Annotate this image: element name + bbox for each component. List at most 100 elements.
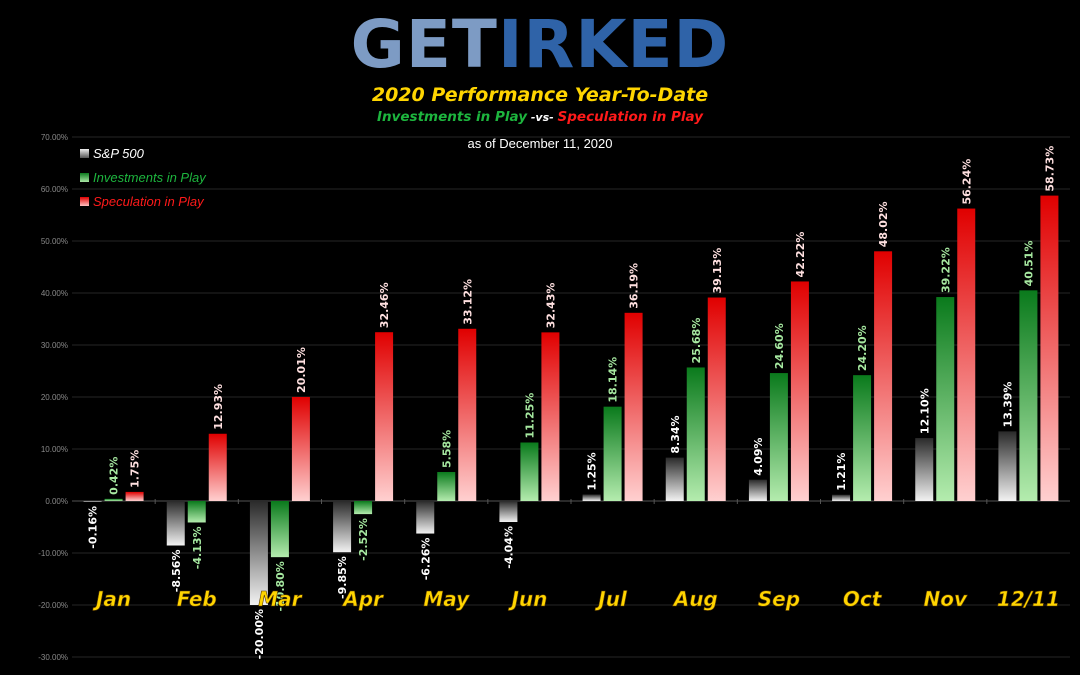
- bar-sp500: [83, 501, 102, 502]
- data-label-sp500: 1.25%: [586, 452, 599, 490]
- bar-speculation: [208, 433, 227, 501]
- data-label-investments: 24.20%: [856, 325, 869, 371]
- y-tick-label: 0.00%: [45, 497, 68, 506]
- x-category-label: May: [423, 587, 470, 611]
- bar-investments: [853, 375, 872, 501]
- data-label-sp500: 8.34%: [669, 415, 682, 453]
- x-axis: Jan Feb Mar Apr May Jun Jul Aug Sep Oct Nov 12/11: [92, 587, 1061, 612]
- x-category-label: Apr: [341, 587, 384, 611]
- bar-sp500: [416, 501, 435, 534]
- data-label-investments: 24.60%: [773, 323, 786, 369]
- logo-part1: GET: [350, 6, 498, 83]
- data-label-sp500: -20.00%: [253, 609, 266, 659]
- data-label-investments: 5.58%: [440, 430, 453, 468]
- y-tick-label: 70.00%: [41, 133, 68, 142]
- data-label-speculation: 1.75%: [129, 450, 142, 488]
- data-label-investments: -10.80%: [274, 561, 287, 611]
- subtitle-investments: Investments in Play: [376, 109, 528, 125]
- legend-label-investments: Investments in Play: [93, 170, 206, 185]
- bar-speculation: [874, 251, 893, 501]
- bar-speculation: [125, 491, 144, 501]
- bar-speculation: [1040, 195, 1059, 501]
- data-label-speculation: 33.12%: [461, 279, 474, 325]
- bar-sp500: [333, 501, 352, 553]
- data-label-speculation: 20.01%: [295, 347, 308, 393]
- y-tick-label: -20.00%: [38, 601, 68, 610]
- y-tick-label: -10.00%: [38, 549, 68, 558]
- bar-sp500: [249, 501, 268, 605]
- data-label-sp500: -9.85%: [336, 556, 349, 599]
- bar-investments: [769, 373, 788, 501]
- bar-sp500: [832, 494, 851, 501]
- bar-sp500: [748, 479, 767, 501]
- data-label-investments: 40.51%: [1022, 241, 1035, 287]
- legend-label-sp500: S&P 500: [93, 146, 144, 161]
- legend-item-investments: Investments in Play: [80, 170, 206, 186]
- x-category-label: Aug: [672, 587, 718, 611]
- data-label-speculation: 42.22%: [794, 232, 807, 278]
- data-label-speculation: 56.24%: [960, 159, 973, 205]
- data-label-sp500: -4.04%: [502, 526, 515, 569]
- bar-investments: [1019, 290, 1038, 501]
- bar-investments: [686, 367, 705, 501]
- data-label-sp500: 13.39%: [1001, 382, 1014, 428]
- x-category-label: Jul: [594, 587, 628, 611]
- data-label-speculation: 39.13%: [711, 248, 724, 294]
- data-label-speculation: 36.19%: [628, 263, 641, 309]
- data-label-sp500: -6.26%: [419, 538, 432, 581]
- subtitle-vs: -vs-: [527, 111, 558, 124]
- y-tick-label: 20.00%: [41, 393, 68, 402]
- x-category-label: Mar: [258, 587, 302, 611]
- x-category-label: Sep: [758, 587, 800, 611]
- data-label-speculation: 32.43%: [544, 283, 557, 329]
- data-label-sp500: -0.16%: [87, 506, 100, 549]
- chart-subtitle: Investments in Play -vs- Speculation in …: [0, 108, 1080, 127]
- legend-swatch-speculation: [80, 197, 89, 206]
- bar-speculation: [375, 332, 394, 501]
- bar-speculation: [624, 312, 643, 501]
- logo-part2: IRKED: [497, 6, 730, 83]
- data-label-speculation: 48.02%: [877, 201, 890, 247]
- data-labels: -0.16% -8.56% -20.00% -9.85% -6.26% -4.04% 1.2…: [87, 146, 1057, 660]
- data-label-speculation: 12.93%: [212, 384, 225, 430]
- data-label-speculation: 58.73%: [1043, 146, 1056, 192]
- as-of-date: as of December 11, 2020: [467, 136, 613, 151]
- bar-sp500: [998, 431, 1017, 501]
- bar-speculation: [291, 396, 310, 501]
- x-category-label: Nov: [923, 587, 967, 611]
- data-label-sp500: 1.21%: [835, 453, 848, 491]
- x-category-label: Feb: [177, 587, 217, 611]
- y-tick-label: 60.00%: [41, 185, 68, 194]
- legend-swatch-sp500: [80, 149, 89, 158]
- bar-speculation: [458, 328, 477, 501]
- y-tick-label: -30.00%: [38, 653, 68, 662]
- getirked-logo: GETIRKED: [0, 8, 1080, 82]
- bar-investments: [603, 406, 622, 501]
- x-category-label: Oct: [843, 587, 883, 611]
- data-label-speculation: 32.46%: [378, 282, 391, 328]
- legend-item-speculation: Speculation in Play: [80, 194, 204, 210]
- bar-sp500: [499, 501, 518, 523]
- legend-label-speculation: Speculation in Play: [93, 194, 204, 209]
- legend-swatch-investments: [80, 173, 89, 182]
- bar-speculation: [790, 281, 809, 501]
- bar-investments: [936, 297, 955, 501]
- chart-title: 2020 Performance Year-To-Date: [371, 84, 709, 106]
- x-category-label: Jun: [507, 587, 547, 611]
- bar-speculation: [707, 297, 726, 501]
- data-label-investments: 11.25%: [523, 393, 536, 439]
- data-label-investments: -4.13%: [191, 526, 204, 569]
- bar-sp500: [582, 494, 601, 501]
- bar-investments: [354, 501, 373, 515]
- legend-item-sp500: S&P 500: [80, 146, 144, 162]
- chart-bars: [83, 195, 1059, 605]
- y-tick-label: 40.00%: [41, 289, 68, 298]
- data-label-investments: 25.68%: [690, 318, 703, 364]
- chart-gridlines: [72, 136, 1070, 658]
- bar-investments: [437, 471, 456, 501]
- bar-investments: [520, 442, 539, 501]
- data-label-sp500: 12.10%: [918, 388, 931, 434]
- data-label-investments: 0.42%: [108, 457, 121, 495]
- data-label-sp500: -8.56%: [170, 550, 183, 593]
